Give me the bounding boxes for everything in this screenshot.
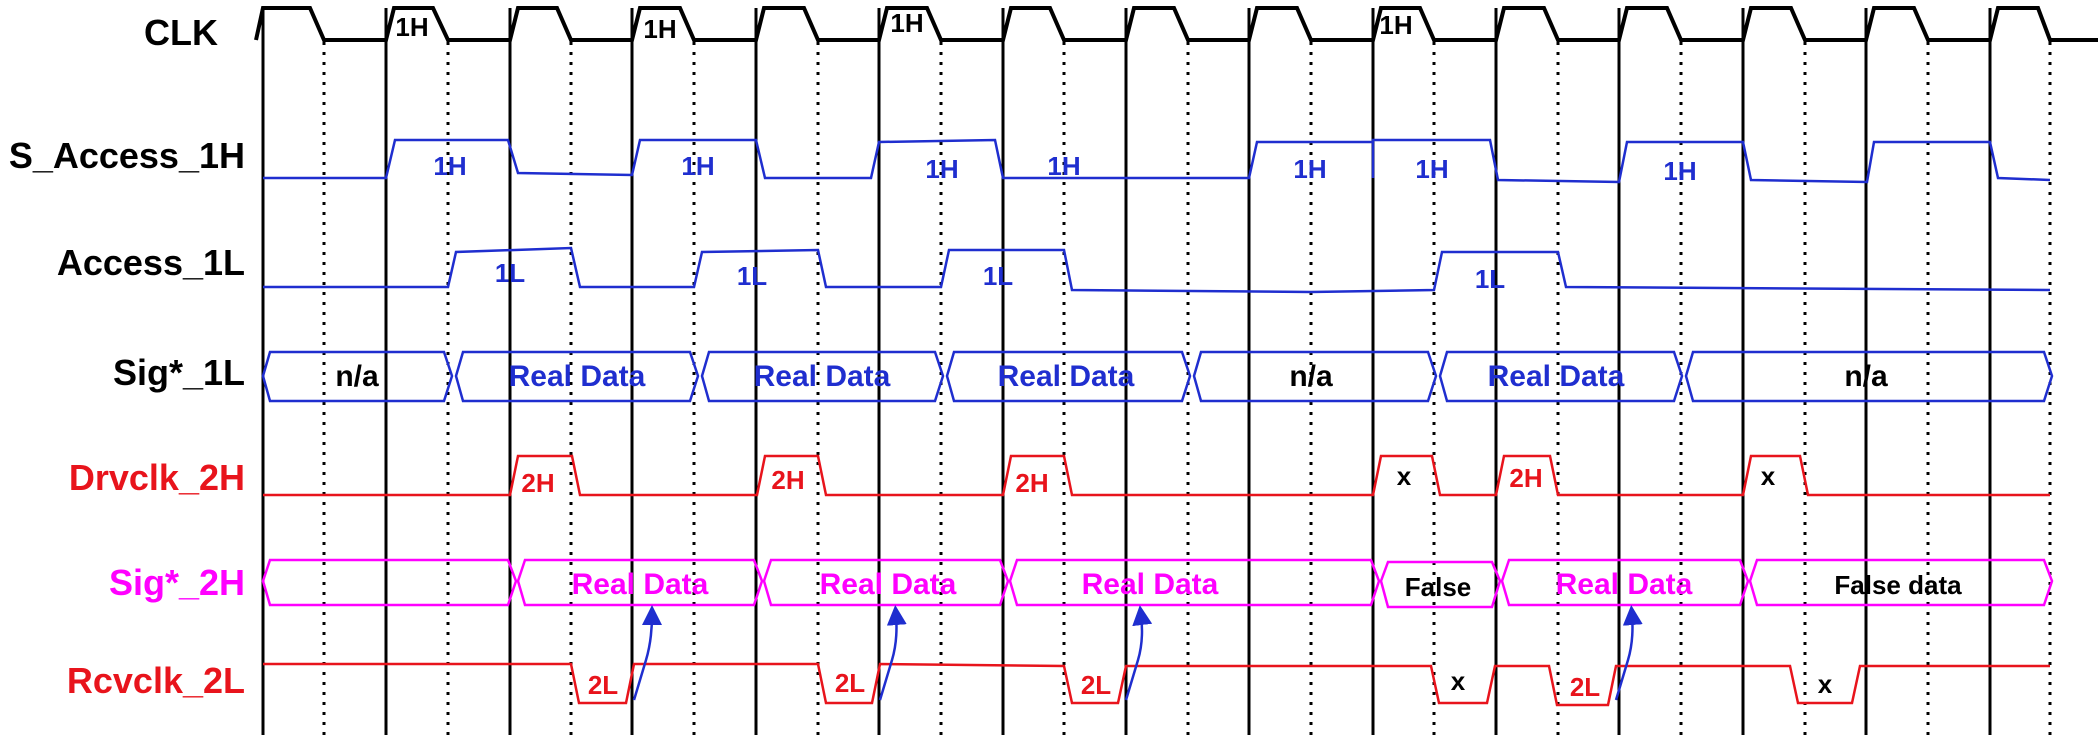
- access-1l-label: 1L: [983, 261, 1013, 291]
- clk-label-1h: 1H: [643, 14, 676, 44]
- sampling-arrow: [632, 605, 662, 701]
- sampling-arrow: [1124, 605, 1153, 701]
- rcvclk-2l-label: x: [1451, 666, 1466, 696]
- sig-2h-segment-label: False: [1405, 572, 1472, 602]
- sig-2h-segment-label: Real Data: [572, 568, 709, 601]
- drvclk-2h-label: 2H: [521, 468, 554, 498]
- s-access-1h-label: 1H: [433, 151, 466, 181]
- sig-2h-segment-label: Real Data: [1082, 568, 1219, 601]
- sig-1l-segment-label: Real Data: [509, 360, 646, 393]
- drvclk-2h-waveform: [263, 454, 2050, 497]
- signal-label-s-access-1h: S_Access_1H: [9, 135, 245, 176]
- sampling-arrows: [632, 605, 1643, 701]
- signal-label-sig-2h: Sig*_2H: [109, 562, 245, 603]
- sig-1l-segment-label: Real Data: [998, 360, 1135, 393]
- sig-1l-bus: [261, 350, 2054, 403]
- clock-edge-lines: [261, 8, 1992, 735]
- rcvclk-2l-label: 2L: [1081, 670, 1111, 700]
- access-1l-label: 1L: [1475, 264, 1505, 294]
- s-access-1h-waveform: [263, 138, 2051, 184]
- sig-2h-bus: [261, 558, 2054, 609]
- sig-1l-segment-label: n/a: [1844, 360, 1888, 393]
- sig-2h-segment-label: False data: [1834, 570, 1962, 600]
- signal-label-rcvclk-2l: Rcvclk_2L: [67, 660, 245, 701]
- signal-label-access-1l: Access_1L: [57, 242, 245, 283]
- s-access-1h-label: 1H: [1047, 151, 1080, 181]
- sig-1l-segment-label: n/a: [1289, 360, 1333, 393]
- sampling-arrow: [1614, 605, 1643, 701]
- signal-label-clk: CLK: [144, 12, 218, 53]
- drvclk-2h-label: 2H: [1015, 468, 1048, 498]
- s-access-1h-label: 1H: [1415, 154, 1448, 184]
- clk-waveform: [254, 6, 2098, 42]
- sig-1l-segment-label: n/a: [335, 360, 379, 393]
- sampling-arrow: [878, 605, 907, 701]
- s-access-1h-label: 1H: [681, 151, 714, 181]
- signal-label-drvclk-2h: Drvclk_2H: [69, 457, 245, 498]
- s-access-1h-label: 1H: [1293, 154, 1326, 184]
- sig-2h-segment-label: Real Data: [1556, 568, 1693, 601]
- s-access-1h-label: 1H: [1663, 156, 1696, 186]
- rcvclk-2l-label: 2L: [1570, 672, 1600, 702]
- drvclk-2h-label: 2H: [1509, 463, 1542, 493]
- sig-1l-segment-label: Real Data: [754, 360, 891, 393]
- clk-label-1h: 1H: [1379, 10, 1412, 40]
- rcvclk-2l-label: 2L: [835, 668, 865, 698]
- sig-2h-segment-label: Real Data: [820, 568, 957, 601]
- rcvclk-2l-waveform: [263, 662, 2050, 707]
- sig-1l-segment-label: Real Data: [1488, 360, 1625, 393]
- rcvclk-2l-label: x: [1818, 669, 1833, 699]
- clk-label-1h: 1H: [395, 12, 428, 42]
- rcvclk-2l-label: 2L: [588, 670, 618, 700]
- drvclk-2h-label: x: [1761, 461, 1776, 491]
- signal-label-sig-1l: Sig*_1L: [113, 352, 245, 393]
- access-1l-label: 1L: [737, 261, 767, 291]
- clk-label-1h: 1H: [890, 8, 923, 38]
- s-access-1h-label: 1H: [925, 154, 958, 184]
- access-1l-label: 1L: [495, 258, 525, 288]
- drvclk-2h-label: 2H: [771, 465, 804, 495]
- drvclk-2h-label: x: [1397, 461, 1412, 491]
- access-1l-waveform: [263, 246, 2051, 294]
